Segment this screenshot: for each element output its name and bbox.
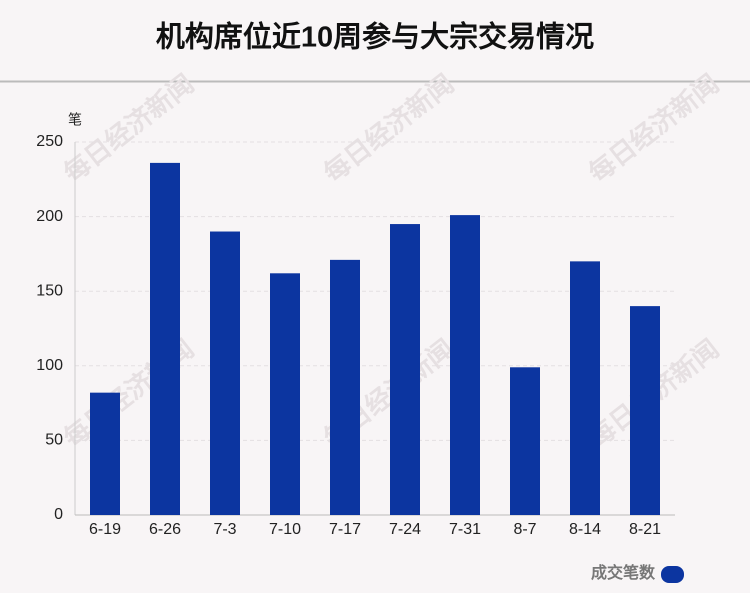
bar [510,367,540,515]
x-tick-label: 7-3 [213,521,236,538]
y-tick-label: 100 [36,357,63,374]
bar [450,215,480,515]
x-tick-label: 7-17 [329,521,361,538]
bar [150,162,180,515]
chart-title: 机构席位近10周参与大宗交易情况 [156,20,594,54]
bar [630,306,660,515]
legend-swatch [661,566,684,583]
bar [90,392,120,515]
x-tick-label: 6-19 [89,521,121,538]
bar [330,259,360,515]
bar [270,273,300,515]
y-axis-unit: 笔 [68,112,82,128]
bar [390,224,420,515]
x-tick-label: 7-24 [389,521,421,538]
y-tick-label: 0 [54,506,63,523]
y-tick-label: 150 [36,282,63,299]
x-tick-label: 6-26 [149,521,181,538]
y-tick-label: 200 [36,208,63,225]
x-tick-label: 8-7 [513,521,536,538]
x-tick-label: 8-14 [569,521,601,538]
bar [570,261,600,515]
x-tick-label: 7-10 [269,521,301,538]
x-tick-label: 8-21 [629,521,661,538]
y-tick-label: 50 [45,432,63,449]
y-tick-label: 250 [36,133,63,150]
bar [210,231,240,515]
x-tick-label: 7-31 [449,521,481,538]
legend-label: 成交笔数 [591,563,656,582]
